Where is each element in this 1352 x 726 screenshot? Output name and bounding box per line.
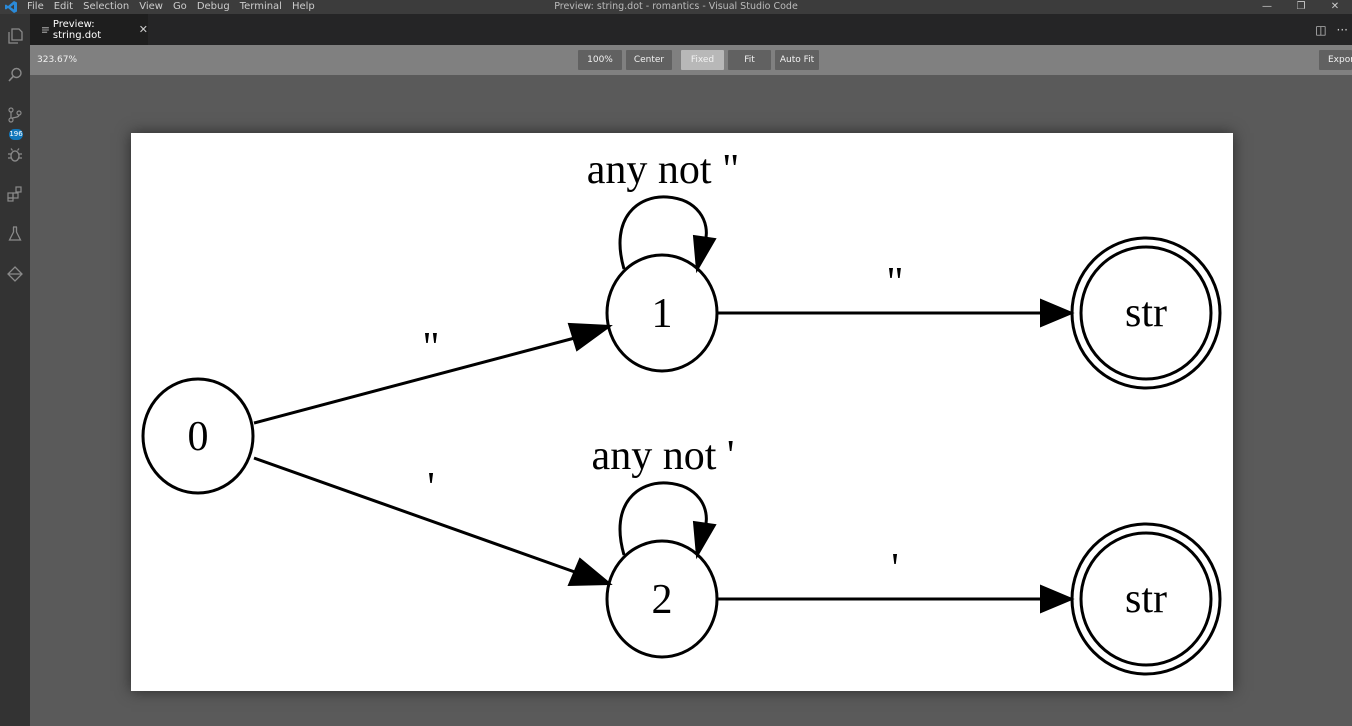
- menu-debug[interactable]: Debug: [196, 1, 230, 12]
- arrowhead-loop-1: [692, 234, 717, 274]
- editor-actions: ◫ ···: [1315, 14, 1348, 45]
- export-button[interactable]: Export: [1319, 50, 1352, 70]
- explorer-icon[interactable]: [3, 24, 27, 48]
- restore-button[interactable]: ❐: [1296, 1, 1306, 12]
- source-control-icon[interactable]: [3, 103, 27, 127]
- search-icon[interactable]: [3, 63, 27, 87]
- graph-paper: 0 1 2 str str " ' any not " any not ' " …: [131, 133, 1233, 691]
- preview-toolbar: 323.67% 100% Center Fixed Fit Auto Fit E…: [30, 45, 1352, 75]
- node-str-2-inner: [1079, 531, 1213, 667]
- menu-help[interactable]: Help: [291, 1, 315, 12]
- node-str-1-inner: [1079, 245, 1213, 381]
- menu-view[interactable]: View: [139, 1, 163, 12]
- node-1: [605, 253, 719, 373]
- self-loop-2: [618, 481, 708, 556]
- node-0: [141, 377, 255, 495]
- arrowhead-loop-2: [692, 520, 717, 560]
- menu-terminal[interactable]: Terminal: [239, 1, 282, 12]
- node-1-label: 1: [652, 291, 673, 337]
- more-actions-icon[interactable]: ···: [1336, 22, 1348, 37]
- edge-0-to-2: [253, 456, 587, 578]
- node-str-1-label: str: [1125, 290, 1167, 336]
- auto-fit-button[interactable]: Auto Fit: [775, 50, 819, 70]
- edge-label-0-to-2: ': [427, 465, 435, 511]
- arrowhead-2-to-str: [1040, 584, 1075, 614]
- menu-bar: File Edit Selection View Go Debug Termin…: [27, 0, 315, 14]
- edge-label-loop-2: any not ': [592, 433, 735, 479]
- node-0-label: 0: [188, 414, 209, 460]
- preview-lines-icon: [42, 26, 49, 33]
- tab-label: Preview: string.dot: [52, 18, 102, 41]
- menu-selection[interactable]: Selection: [83, 1, 130, 12]
- menu-edit[interactable]: Edit: [53, 1, 74, 12]
- arrowhead-1-to-str: [1040, 298, 1075, 328]
- extensions-icon[interactable]: [3, 182, 27, 206]
- test-flask-icon[interactable]: [3, 222, 27, 246]
- activity-bar: 196: [0, 14, 30, 726]
- source-control-badge: 196: [9, 129, 23, 140]
- edge-label-1-to-str: ": [886, 260, 903, 306]
- menu-go[interactable]: Go: [172, 1, 187, 12]
- node-2-label: 2: [652, 577, 673, 623]
- state-diagram: 0 1 2 str str " ' any not " any not ' " …: [141, 147, 1222, 676]
- remote-explorer-icon[interactable]: [3, 262, 27, 286]
- fit-button[interactable]: Fit: [728, 50, 771, 70]
- tab-preview-string-dot[interactable]: Preview: string.dot ✕: [30, 14, 148, 45]
- tab-bar: Preview: string.dot ✕ ◫ ···: [30, 14, 1352, 45]
- title-bar: File Edit Selection View Go Debug Termin…: [0, 0, 1352, 14]
- debug-icon[interactable]: [3, 143, 27, 167]
- edge-0-to-1: [253, 333, 587, 425]
- fixed-button[interactable]: Fixed: [681, 50, 724, 70]
- zoom-100-button[interactable]: 100%: [578, 50, 622, 70]
- menu-file[interactable]: File: [27, 1, 44, 12]
- center-button[interactable]: Center: [626, 50, 672, 70]
- node-str-2-label: str: [1125, 576, 1167, 622]
- node-2: [605, 539, 719, 659]
- arrowhead-0-to-2: [567, 557, 613, 587]
- close-window-button[interactable]: ✕: [1330, 1, 1340, 12]
- vscode-logo-icon[interactable]: [4, 0, 18, 14]
- minimize-button[interactable]: —: [1262, 1, 1272, 12]
- edge-label-loop-1: any not ": [587, 147, 739, 193]
- edge-label-2-to-str: ': [891, 546, 899, 592]
- split-editor-icon[interactable]: ◫: [1315, 22, 1327, 37]
- self-loop-1: [618, 195, 708, 270]
- edge-label-0-to-1: ": [422, 325, 439, 371]
- arrowhead-0-to-1: [567, 322, 613, 352]
- zoom-readout: 323.67%: [37, 55, 78, 65]
- tab-close-icon[interactable]: ✕: [138, 23, 148, 36]
- window-controls: — ❐ ✕: [1250, 0, 1352, 14]
